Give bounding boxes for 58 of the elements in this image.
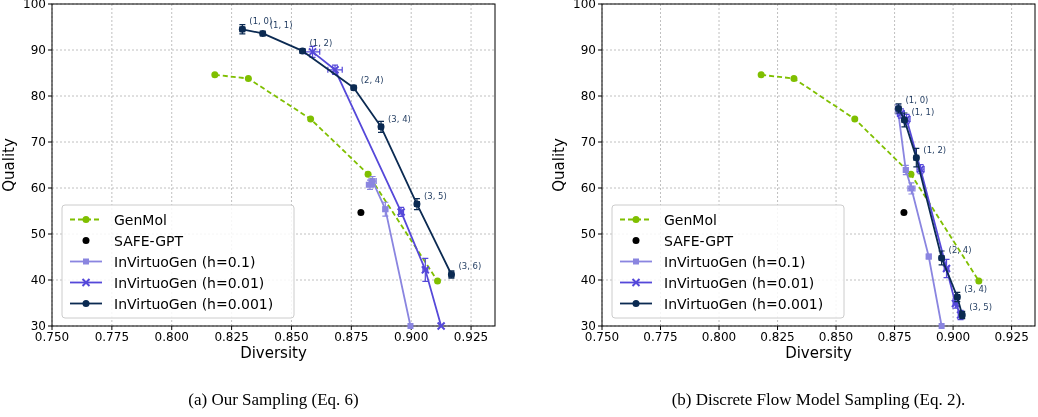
legend-label: GenMol xyxy=(114,211,167,228)
legend-label: InVirtuoGen (h=0.01) xyxy=(114,274,265,291)
x-tick-label: 0.775 xyxy=(643,330,678,344)
text: (b) Discrete Flow Model Sampling (Eq. 2). xyxy=(671,390,966,409)
x-tick-label: 0.925 xyxy=(453,330,489,344)
y-tick-label: 30 xyxy=(580,319,596,333)
y-tick-label: 80 xyxy=(580,89,596,103)
x-axis-title: Diversity xyxy=(785,344,852,362)
y-axis-title: Quality xyxy=(0,138,18,192)
x-tick-label: 0.825 xyxy=(214,330,249,344)
legend-label: InVirtuoGen (h=0.1) xyxy=(664,253,806,270)
x-tick-label: 0.875 xyxy=(334,330,369,344)
legend-label: InVirtuoGen (h=0.001) xyxy=(664,295,824,312)
x-tick-label: 0.900 xyxy=(394,330,429,344)
x-tick-label: 0.800 xyxy=(154,330,189,344)
y-tick-label: 40 xyxy=(30,273,46,287)
x-tick-label: 0.800 xyxy=(701,330,737,344)
annotation: (1, 2) xyxy=(923,144,947,155)
x-tick-label: 0.900 xyxy=(935,330,971,344)
annotation: (1, 1) xyxy=(911,106,935,117)
annotation: (3, 5) xyxy=(423,191,447,202)
x-tick-label: 0.750 xyxy=(584,330,620,344)
y-tick-label: 40 xyxy=(580,273,596,287)
x-tick-label: 0.825 xyxy=(760,330,795,344)
annotation: (3, 4) xyxy=(388,113,411,124)
y-tick-label: 90 xyxy=(30,43,46,57)
y-tick-label: 60 xyxy=(580,181,596,195)
x-tick-label: 0.850 xyxy=(818,330,854,344)
x-tick-label: 0.775 xyxy=(94,330,130,344)
annotation: (3, 4) xyxy=(964,284,988,295)
y-tick-label: 70 xyxy=(30,135,46,149)
y-tick-label: 80 xyxy=(30,89,46,103)
y-tick-label: 70 xyxy=(580,135,596,149)
annotation: (3, 5) xyxy=(969,301,993,312)
x-tick-label: 0.850 xyxy=(274,330,309,344)
x-tick-label: 0.875 xyxy=(877,330,912,344)
text: (a) Our Sampling (Eq. 6) xyxy=(188,390,359,409)
annotation: (2, 4) xyxy=(948,244,972,255)
y-tick-label: 90 xyxy=(580,43,596,57)
legend-label: InVirtuoGen (h=0.01) xyxy=(664,274,815,291)
annotation: (1, 2) xyxy=(309,37,333,48)
legend-label: GenMol xyxy=(664,211,717,228)
annotation: (1, 0) xyxy=(905,95,929,106)
annotation: (3, 6) xyxy=(458,261,482,272)
x-axis-title: Diversity xyxy=(240,344,307,362)
annotation: (1, 1) xyxy=(269,20,293,31)
y-tick-label: 50 xyxy=(30,227,46,241)
x-tick-label: 0.750 xyxy=(34,330,70,344)
y-axis-title: Quality xyxy=(550,138,568,192)
legend-label: SAFE-GPT xyxy=(114,232,184,249)
y-tick-label: 60 xyxy=(30,181,46,195)
y-tick-label: 30 xyxy=(30,319,46,333)
x-tick-label: 0.925 xyxy=(994,330,1029,344)
y-tick-label: 50 xyxy=(580,227,596,241)
legend-label: InVirtuoGen (h=0.001) xyxy=(114,295,274,312)
legend-label: SAFE-GPT xyxy=(664,232,734,249)
annotation: (2, 4) xyxy=(360,74,384,85)
legend-label: InVirtuoGen (h=0.1) xyxy=(114,253,256,270)
